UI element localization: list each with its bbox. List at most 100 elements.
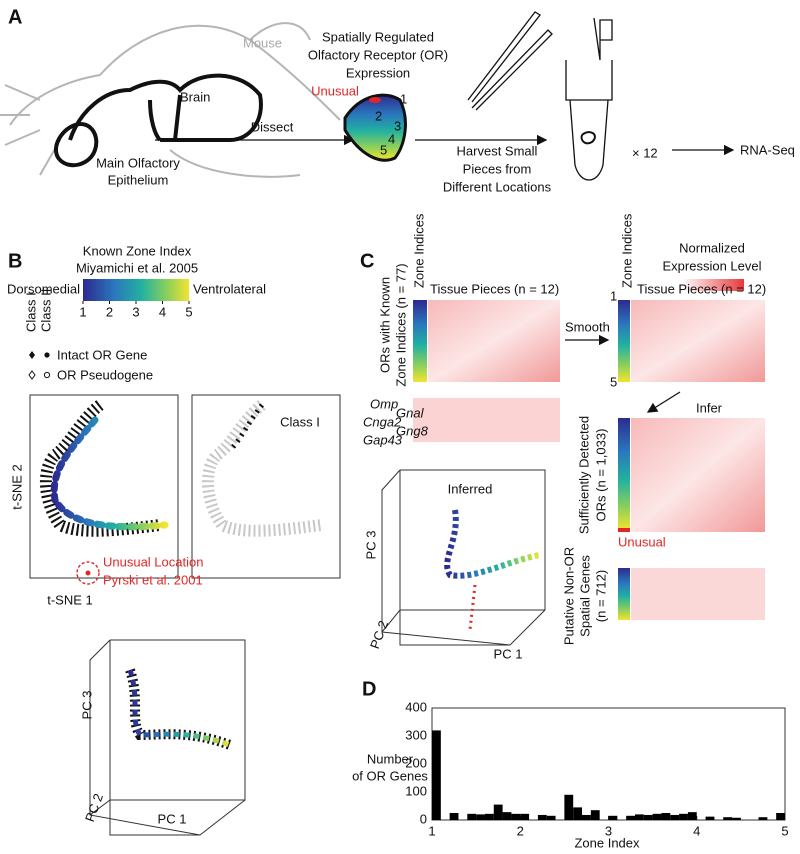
bar xyxy=(432,730,441,820)
expression-legend-title: Normalized xyxy=(679,240,745,255)
tsne-axis-label: t-SNE 1 xyxy=(47,592,93,607)
bar xyxy=(502,812,512,820)
bar xyxy=(608,815,618,820)
heatmap-row-label: ORs with Known xyxy=(377,277,392,373)
smooth-label: Smooth xyxy=(565,319,610,334)
y-tick-label: 300 xyxy=(405,727,427,742)
zone-colorbar xyxy=(618,418,630,530)
heatmap xyxy=(428,300,560,382)
heatmap-row-label: (n = 712) xyxy=(593,570,608,622)
legend-marker xyxy=(29,351,35,359)
bar xyxy=(467,813,477,820)
bar xyxy=(537,814,547,820)
expression-title: Expression xyxy=(346,65,410,80)
panel-letter: C xyxy=(360,250,374,272)
zone-colorbar xyxy=(618,568,630,620)
x-tick-label: 3 xyxy=(605,823,612,838)
bar xyxy=(643,814,653,820)
pca-box xyxy=(89,639,246,836)
bar xyxy=(484,813,494,820)
y-tick-label: 400 xyxy=(405,699,427,714)
heatmap xyxy=(631,568,765,620)
infer-label: Infer xyxy=(696,400,723,415)
pca-cloud xyxy=(127,669,231,748)
unusual-spot xyxy=(369,97,381,103)
tsne-cloud xyxy=(230,403,264,450)
panel-b: B Known Zone Index Miyamichi et al. 2005… xyxy=(7,243,341,836)
zone-axis-label: 1 xyxy=(610,288,617,303)
pca-box xyxy=(381,469,546,646)
brain-label: Brain xyxy=(180,89,210,104)
colorbar-end-label: Dorsomedial xyxy=(7,281,80,296)
epithelium-piece xyxy=(343,93,407,162)
pca-cloud xyxy=(468,584,477,631)
y-tick-label: 0 xyxy=(420,811,427,826)
tsne-cloud xyxy=(39,400,161,537)
x-tick-label: 4 xyxy=(693,823,700,838)
panel-letter: D xyxy=(362,678,376,700)
harvest-label: Different Locations xyxy=(443,179,552,194)
bar xyxy=(582,814,591,820)
zone-axis-label: 5 xyxy=(610,374,617,389)
heatmap-row-label: ORs (n = 1,033) xyxy=(593,429,608,522)
rnaseq-label: RNA-Seq xyxy=(740,142,795,157)
bar xyxy=(652,813,662,820)
harvest-label: Pieces from xyxy=(463,161,532,176)
x-axis-label: Zone Index xyxy=(574,835,640,850)
bar xyxy=(758,817,768,820)
zone-number: 5 xyxy=(380,142,387,157)
bar xyxy=(511,813,521,820)
tissue-piece xyxy=(580,131,596,145)
unusual-dot xyxy=(85,570,91,576)
pca-axis-label: PC 2 xyxy=(82,791,106,823)
expression-legend-title: Expression Level xyxy=(663,258,762,273)
colorbar-title: Miyamichi et al. 2005 xyxy=(76,260,198,275)
marker-gene: Omp xyxy=(370,396,398,411)
colorbar-end-label: Ventrolateral xyxy=(193,281,266,296)
tissue-pieces-label: Tissue Pieces (n = 12) xyxy=(637,281,766,296)
heatmap-row-label: Spatial Genes xyxy=(577,555,592,637)
colorbar-ticks: 1 2 3 4 5 xyxy=(79,301,193,319)
zone-number: 1 xyxy=(400,91,407,106)
expression-title: Spatially Regulated xyxy=(322,29,434,44)
legend-marker xyxy=(44,352,50,358)
bar xyxy=(661,813,671,820)
legend-marker xyxy=(28,370,36,380)
y-axis-label: of OR Genes xyxy=(352,768,428,783)
expression-title: Olfactory Receptor (OR) xyxy=(308,47,448,62)
x-tick-label: 1 xyxy=(428,823,435,838)
panel-c: C Zone Indices Tissue Pieces (n = 12) OR… xyxy=(360,213,766,661)
pca-cloud xyxy=(444,509,541,579)
x-tick-label: 2 xyxy=(517,823,524,838)
heatmap xyxy=(631,418,765,532)
pca-axis-label: PC 1 xyxy=(158,811,187,826)
heatmap-row-label: Zone Indices (n = 77) xyxy=(393,263,408,386)
panel-letter: B xyxy=(8,250,22,272)
epithelium-label: Epithelium xyxy=(108,172,169,187)
colorbar-tick-label: 5 xyxy=(185,304,192,319)
marker-gene: Gap43 xyxy=(363,432,403,447)
bar xyxy=(687,812,697,820)
panel-a: A Mouse Brain Main Olfactory Epithelium … xyxy=(0,6,795,194)
zone-number: 2 xyxy=(375,108,382,123)
mouse-label: Mouse xyxy=(243,35,282,50)
x-tick-label: 5 xyxy=(781,823,788,838)
panel-letter: A xyxy=(8,6,22,28)
legend-label: OR Pseudogene xyxy=(57,367,153,382)
colorbar-tick-label: 3 xyxy=(132,304,139,319)
heatmap-row-label: Putative Non-OR xyxy=(561,547,576,645)
infer-arrow xyxy=(646,391,681,413)
expression-legend-bar xyxy=(682,279,744,291)
bar xyxy=(705,816,715,820)
colorbar-tick-label: 4 xyxy=(159,304,166,319)
legend-label: Intact OR Gene xyxy=(57,347,147,362)
tube xyxy=(565,17,613,181)
marker-gene: Gng8 xyxy=(396,423,429,438)
zone-indices-label: Zone Indices xyxy=(619,213,634,288)
tsne-axis-label: t-SNE 2 xyxy=(9,464,24,510)
colorbar-tick-label: 2 xyxy=(106,304,113,319)
class-i-label: Class I xyxy=(280,414,320,429)
epithelium-label: Main Olfactory xyxy=(96,155,180,170)
bar xyxy=(546,815,556,820)
zone-colorbar xyxy=(618,300,630,382)
